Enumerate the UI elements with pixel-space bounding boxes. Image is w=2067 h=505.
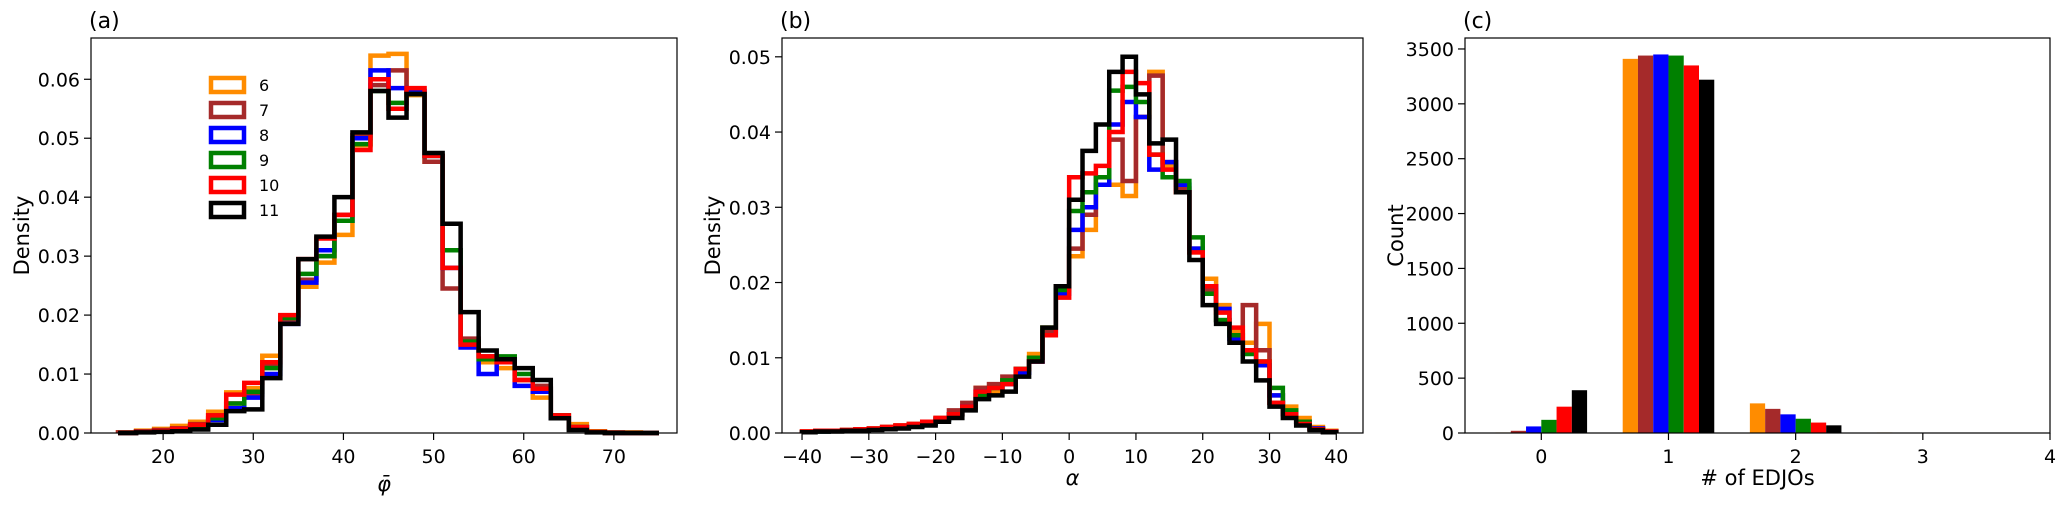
y-tick-label: 0.01 [38, 364, 80, 386]
x-tick-label: 0 [1535, 446, 1547, 468]
bar-2-series-9 [1795, 418, 1811, 433]
x-axis-label: α [1066, 466, 1080, 490]
x-tick-label: 0 [1063, 446, 1075, 468]
legend: 6 7 8 9 10 11 [208, 75, 279, 220]
legend-swatch-10 [208, 175, 247, 195]
bar-0-series-11 [1571, 390, 1588, 433]
x-tick-label: 70 [602, 446, 626, 468]
y-tick-label: 0.02 [38, 305, 80, 327]
x-axis-label: # of EDJOs [1700, 466, 1814, 490]
bar-1-series-11 [1699, 79, 1715, 433]
y-tick-label: 0.00 [38, 423, 80, 445]
y-tick-label: 0.04 [729, 122, 771, 144]
legend-swatch-6 [208, 75, 247, 95]
y-tick-label: 0.03 [38, 246, 80, 268]
hist-series-11 [118, 88, 659, 436]
hist-series-8 [118, 68, 659, 436]
panel-c: (c) 0 1 2 3 4 0 500 1000 1500 2000 2500 3000 3500 # of… [1384, 9, 2056, 490]
x-tick-label: 20 [1191, 446, 1215, 468]
y-tick-label: 0 [1442, 423, 1454, 445]
y-axis-label: Density [10, 196, 34, 276]
y-tick-label: 500 [1418, 368, 1454, 390]
legend-label-9: 9 [259, 151, 269, 170]
legend-label-11: 11 [259, 201, 279, 220]
bar-1-series-9 [1668, 55, 1684, 434]
y-tick-label: 1000 [1406, 313, 1454, 335]
x-tick-label: −40 [782, 446, 822, 468]
legend-swatch-11 [208, 200, 247, 220]
data-layer [799, 54, 1339, 435]
y-tick-label: 0.06 [38, 69, 80, 91]
y-tick-label: 0.02 [729, 273, 771, 295]
y-axis-label: Density [701, 196, 725, 276]
y-tick-label: 0.05 [729, 47, 771, 69]
bar-1-series-10 [1683, 65, 1699, 434]
axes-frame [781, 37, 1364, 434]
data-layer [1495, 54, 1939, 434]
hist-series-9 [118, 88, 659, 436]
panel-label: (b) [780, 9, 811, 34]
y-tick-label: 3500 [1406, 39, 1454, 61]
legend-label-8: 8 [259, 126, 269, 145]
x-tick-label: −30 [849, 446, 889, 468]
x-tick-label: 10 [1124, 446, 1148, 468]
legend-swatch-9 [208, 150, 247, 170]
x-tick-label: 40 [1324, 446, 1348, 468]
panel-label: (a) [89, 9, 120, 34]
y-tick-label: 3000 [1406, 94, 1454, 116]
bar-0-series-9 [1541, 419, 1557, 433]
y-tick-label: 2500 [1406, 149, 1454, 171]
legend-label-7: 7 [259, 101, 269, 120]
x-tick-label: 4 [2044, 446, 2056, 468]
legend-swatch-8 [208, 125, 247, 145]
x-tick-label: 1 [1662, 446, 1674, 468]
x-tick-label: −20 [916, 446, 956, 468]
y-tick-label: 0.03 [729, 197, 771, 219]
panel-a: (a) 20 30 40 50 60 70 0.00 0.01 0.02 0.03 0.04 0.05 0… [10, 9, 678, 496]
legend-label-6: 6 [259, 76, 269, 95]
y-tick-label: 2000 [1406, 204, 1454, 226]
panel-b: (b) −40 −30 −20 −10 0 10 20 30 40 0.00 0.01 0.02 0.03… [701, 9, 1364, 490]
bar-2-series-8 [1780, 414, 1796, 433]
x-tick-label: −10 [982, 446, 1022, 468]
x-tick-label: 50 [421, 446, 445, 468]
x-tick-label: 30 [1257, 446, 1281, 468]
bar-2-series-6 [1749, 403, 1766, 433]
hist-series-10 [118, 77, 659, 436]
axes-frame [90, 37, 678, 434]
y-tick-label: 0.04 [38, 187, 80, 209]
hist-series-7 [115, 68, 659, 436]
y-axis-label: Count [1384, 204, 1408, 266]
axes-frame [1464, 37, 2051, 434]
legend-label-10: 10 [259, 176, 279, 195]
panel-label: (c) [1463, 9, 1492, 34]
hist-series-11 [799, 54, 1339, 435]
data-layer [115, 51, 659, 436]
bar-2-series-7 [1765, 408, 1781, 433]
bar-1-series-7 [1637, 55, 1654, 434]
legend-swatch-7 [208, 100, 247, 120]
bar-0-series-10 [1556, 406, 1572, 433]
x-tick-label: 40 [331, 446, 355, 468]
y-tick-label: 1500 [1406, 258, 1454, 280]
bar-1-series-6 [1622, 58, 1638, 433]
y-tick-label: 0.00 [729, 423, 771, 445]
x-axis-label: φ̄ [377, 472, 391, 496]
x-tick-label: 2 [1790, 446, 1802, 468]
bar-0-series-8 [1526, 426, 1542, 433]
bar-2-series-10 [1810, 422, 1827, 433]
x-tick-label: 30 [241, 446, 265, 468]
y-tick-label: 0.05 [38, 128, 80, 150]
bar-2-series-11 [1826, 425, 1842, 433]
y-tick-label: 0.01 [729, 348, 771, 370]
bar-1-series-8 [1653, 54, 1669, 433]
x-tick-label: 60 [512, 446, 536, 468]
bar-0-series-7 [1510, 430, 1527, 433]
x-tick-label: 3 [1917, 446, 1929, 468]
x-tick-label: 20 [151, 446, 175, 468]
